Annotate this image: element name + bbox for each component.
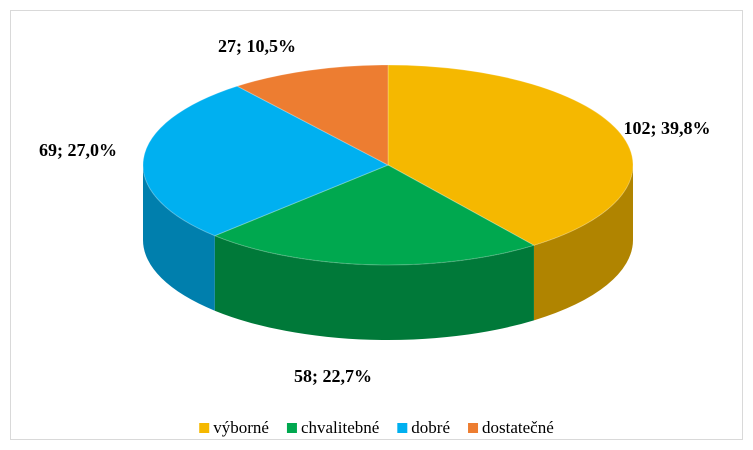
slice-top — [387, 64, 634, 246]
pie-slice — [235, 64, 389, 166]
pie-slice — [142, 85, 390, 311]
legend-swatch — [468, 423, 479, 433]
pie-slice — [387, 64, 634, 321]
slice-side — [533, 165, 633, 321]
legend-label: dobré — [411, 418, 450, 437]
slice-side — [143, 165, 215, 311]
data-label: 58; 22,7% — [294, 366, 372, 386]
pie-slice — [213, 164, 536, 340]
data-label: 102; 39,8% — [624, 118, 711, 138]
data-label: 27; 10,5% — [218, 36, 296, 56]
legend-swatch — [199, 423, 210, 433]
legend-label: chvalitebné — [301, 418, 379, 437]
slice-top — [142, 85, 390, 237]
data-label: 69; 27,0% — [39, 140, 117, 160]
legend-swatch — [286, 423, 297, 433]
slice-top — [235, 64, 389, 166]
slice-top — [213, 164, 536, 266]
slice-side — [214, 235, 534, 340]
legend-swatch — [397, 423, 408, 433]
legend-label: výborné — [213, 418, 269, 437]
legend-label: dostatečné — [482, 418, 554, 437]
